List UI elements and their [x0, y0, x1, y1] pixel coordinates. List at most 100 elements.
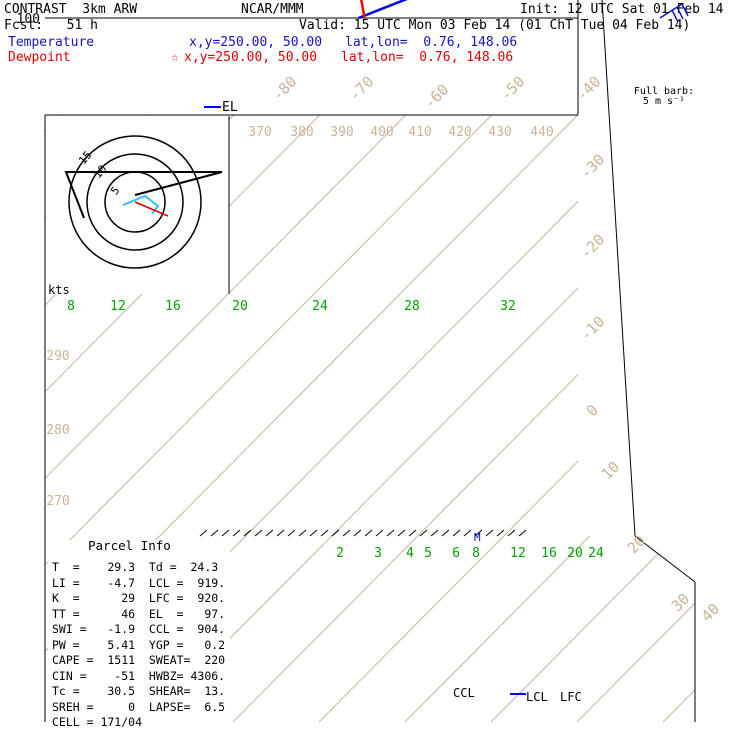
isotherm-label: 30	[668, 590, 694, 616]
lcl-label: LCL	[526, 690, 548, 704]
dry-adiabat	[716, 0, 740, 46]
hatch-mark	[364, 529, 373, 537]
dry-adiabat	[500, 0, 740, 46]
lfc-label: LFC	[560, 690, 582, 704]
hatch-mark	[232, 529, 241, 537]
isotherm-line	[45, 115, 321, 393]
mixing-ratio-label: 3	[374, 546, 382, 561]
mixing-ratio-label: 8	[472, 546, 480, 561]
dry-adiabat	[629, 0, 740, 46]
frame-slant	[601, 0, 636, 537]
isotherm-label: -60	[421, 81, 453, 113]
dry-adiabat	[0, 0, 740, 46]
dry-adiabat	[716, 0, 740, 46]
hatch-mark	[287, 529, 296, 537]
isotherm-line	[404, 536, 695, 722]
isotherm-label: -50	[497, 73, 529, 105]
dry-adiabat	[543, 0, 740, 46]
hatch-mark	[452, 529, 461, 537]
dry-adiabat	[68, 0, 740, 46]
barb-flag	[676, 6, 684, 20]
isotherm-line	[416, 373, 578, 536]
mixing-ratio-label: 32	[500, 299, 516, 314]
forecast-hour: Fcst: 51 h	[4, 18, 98, 33]
upper-grid	[0, 0, 740, 536]
isotherm-line	[244, 200, 578, 536]
mixing-ratio-label: 20	[232, 299, 248, 314]
dry-adiabat	[0, 0, 740, 46]
wind-barb	[659, 3, 689, 23]
dry-adiabat	[197, 0, 740, 46]
dry-adiabat	[0, 0, 740, 46]
mixing-ratio-label: 8	[67, 299, 75, 314]
isotherm-label: 40	[698, 600, 724, 626]
parcel-row: CIN = -51 HWBZ= 4306.	[52, 668, 226, 683]
hatch-mark	[298, 529, 307, 537]
barb-staff	[659, 3, 683, 19]
theta-label: 290	[46, 349, 69, 364]
mixing-ratio-label: 24	[312, 299, 328, 314]
theta-label: 430	[488, 125, 511, 140]
dry-adiabat	[629, 0, 740, 46]
hatch-mark	[496, 529, 505, 537]
dry-adiabat	[0, 0, 740, 46]
theta-label: 270	[46, 494, 69, 509]
hatch-mark	[386, 529, 395, 537]
dry-adiabat	[24, 0, 740, 46]
isotherm-label: 0	[583, 401, 602, 420]
isotherm-line	[330, 287, 578, 536]
frame-slant	[634, 535, 696, 583]
dry-adiabat	[0, 0, 740, 46]
isotherm-label: 20	[624, 532, 650, 558]
m-label: M	[474, 531, 481, 544]
isotherm-line	[490, 536, 695, 722]
theta-label: 370	[248, 125, 271, 140]
mixing-ratio-label: 16	[541, 546, 557, 561]
isotherm-label: -30	[577, 151, 609, 183]
hatch-mark	[276, 529, 285, 537]
dry-adiabat	[240, 0, 740, 46]
dry-adiabat	[0, 0, 740, 46]
dry-adiabat	[0, 0, 740, 46]
hodograph-trace	[64, 171, 223, 219]
parcel-row: CELL = 171/04	[52, 715, 143, 729]
dewpoint-latlon: lat,lon= 0.76, 148.06	[341, 50, 514, 65]
parcel-info-title: Parcel Info	[88, 538, 171, 553]
mixing-ratio-label: 5	[424, 546, 432, 561]
hatch-mark	[331, 529, 340, 537]
dry-adiabat	[0, 0, 740, 46]
dry-adiabat	[0, 0, 740, 46]
hatch-mark	[507, 529, 516, 537]
dry-adiabat	[586, 0, 740, 46]
mixing-ratio-label: 12	[510, 546, 526, 561]
hatch-mark	[397, 529, 406, 537]
center-title: NCAR/MMM	[241, 2, 304, 17]
isotherm-line	[72, 115, 493, 536]
hatch-mark	[199, 529, 208, 537]
dry-adiabat	[154, 0, 740, 46]
dry-adiabat	[0, 0, 740, 46]
parcel-row: CAPE = 1511 SWEAT= 220	[52, 653, 226, 667]
dry-adiabat	[0, 0, 740, 46]
temperature-profile	[358, 0, 408, 20]
isotherm-line	[232, 536, 695, 722]
dry-adiabat	[68, 0, 740, 46]
mixing-ratio-label: 24	[588, 546, 604, 561]
isotherm-line	[146, 536, 695, 722]
header: CONTRAST 3km ARW NCAR/MMM Init: 12 UTC S…	[0, 0, 740, 70]
theta-label: 440	[530, 125, 553, 140]
hatch-mark	[309, 529, 318, 537]
dry-adiabat	[0, 0, 740, 46]
pressure-label: 100	[17, 12, 40, 27]
dry-adiabat	[0, 0, 740, 46]
valid-time: Valid: 15 UTC Mon 03 Feb 14 (01 ChT Tue …	[299, 18, 691, 33]
hatch-mark	[518, 529, 527, 537]
star-icon: ☆	[171, 50, 179, 65]
isotherm-label: -10	[577, 313, 609, 345]
dry-adiabat	[284, 0, 740, 46]
dry-adiabat	[197, 0, 740, 46]
hodograph-ring	[86, 153, 184, 251]
parcel-row: SWI = -1.9 CCL = 904.	[52, 622, 226, 636]
theta-label: 410	[408, 125, 431, 140]
mixing-ratio-label: 6	[452, 546, 460, 561]
